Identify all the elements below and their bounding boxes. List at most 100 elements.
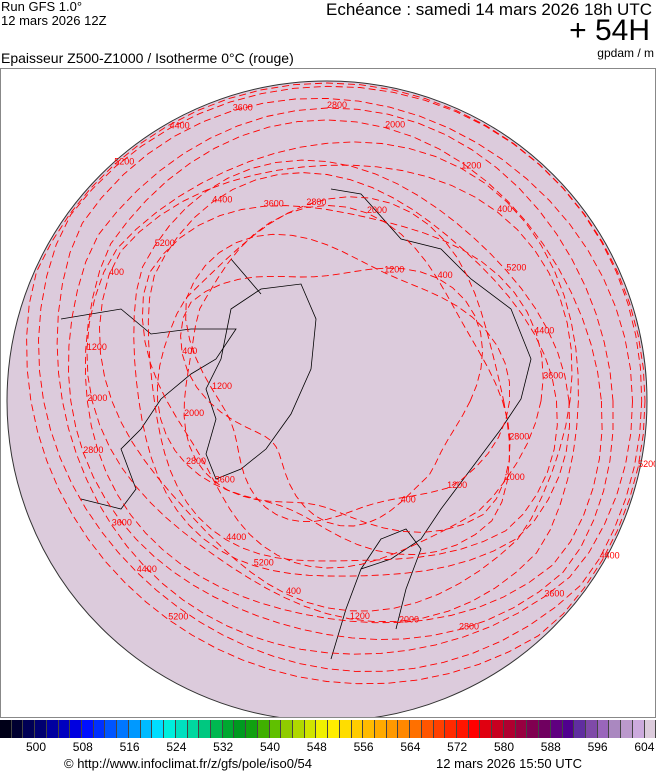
colorbar-cell [375, 720, 387, 738]
coastlines [60, 188, 532, 660]
contour-labels: 5200 5200 5200 4400 4400 4400 3600 3600 3600 2800… [83, 100, 656, 632]
contour-label: 2000 [87, 393, 107, 403]
colorbar-cell [621, 720, 633, 738]
colorbar-tick: 596 [587, 740, 608, 754]
alaska-border [230, 258, 262, 295]
eurasia-coast [330, 188, 532, 660]
colorbar-cell [117, 720, 129, 738]
contour-label: 4400 [170, 120, 190, 130]
colorbar-cell [351, 720, 364, 738]
colorbar-tick: 604 [634, 740, 655, 754]
contour-label: 3600 [264, 198, 284, 208]
contour-label: 5200 [155, 238, 175, 248]
contour-label: 5200 [114, 157, 134, 167]
colorbar-cell [539, 720, 551, 738]
isotherm-contour [141, 205, 544, 569]
colorbar-cell [164, 720, 176, 738]
run-info: Run GFS 1.0° 12 mars 2026 12Z [1, 0, 107, 28]
colorbar-cell [234, 720, 247, 738]
contour-label: 2800 [509, 432, 529, 442]
contour-label: 1200 [447, 480, 467, 490]
canada-coast [60, 308, 237, 510]
polar-map: 5200 5200 5200 4400 4400 4400 3600 3600 3600 2800… [6, 80, 656, 722]
colorbar-tick: 524 [166, 740, 187, 754]
contour-label: 5200 [506, 263, 526, 273]
isotherm-contour [68, 107, 614, 640]
colorbar-cell [152, 720, 165, 738]
colorbar-cell [105, 720, 118, 738]
isotherm-contour [185, 233, 511, 523]
colorbar-cell [492, 720, 504, 738]
colorbar-cell [386, 720, 399, 738]
isotherm-contour [56, 97, 633, 655]
contour-label: 3600 [233, 103, 253, 113]
isotherm-contour [99, 164, 573, 612]
source-credit: © http://www.infoclimat.fr/z/gfs/pole/is… [64, 756, 313, 771]
colorbar-cell [11, 720, 24, 738]
colorbar-cell [128, 720, 141, 738]
isotherm-contour [183, 204, 511, 533]
contour-label: 5200 [254, 558, 274, 568]
colorbar-cell [457, 720, 469, 738]
isotherm-contour [86, 141, 579, 623]
colorbar-cell [175, 720, 188, 738]
colorbar-cell [304, 720, 317, 738]
contour-label: 3600 [543, 370, 563, 380]
isotherm-contour [180, 267, 484, 527]
colorbar-tick: 564 [400, 740, 421, 754]
run-date: 12 mars 2026 12Z [1, 13, 107, 28]
colorbar-tick: 548 [306, 740, 327, 754]
contour-label: 4400 [534, 326, 554, 336]
colorbar-tick: 540 [259, 740, 281, 754]
colorbar-cell [562, 720, 575, 738]
contour-label: 4400 [137, 564, 157, 574]
colorbar-tick: 572 [447, 740, 468, 754]
colorbar-cell [609, 720, 622, 738]
colorbar-cell [246, 720, 258, 738]
colorbar-cell [632, 720, 645, 738]
isotherm-contour [38, 85, 643, 672]
contour-label: 4400 [226, 532, 246, 542]
colorbar-cell [503, 720, 516, 738]
colorbar-cell [140, 720, 153, 738]
colorbar-cell [70, 720, 83, 738]
contour-label: 3600 [112, 517, 132, 527]
colorbar-cell [550, 720, 563, 738]
colorbar-cell [468, 720, 481, 738]
colorbar-cell [527, 720, 540, 738]
colorbar-cell [292, 720, 305, 738]
colorbar-cell [35, 720, 47, 738]
colorbar-cell [644, 720, 656, 738]
forecast-valid-time: Echéance : samedi 14 mars 2026 18h UTC [325, 0, 652, 19]
isotherm-contour [157, 196, 510, 556]
run-model: Run GFS 1.0° [1, 0, 83, 14]
contour-label: 2000 [399, 615, 419, 625]
colorbar-cell [363, 720, 375, 738]
colorbar-cell [398, 720, 411, 738]
colorbar-tick: 508 [72, 740, 93, 754]
map-title: Epaisseur Z500-Z1000 / Isotherme 0°C (ro… [1, 50, 294, 66]
contour-label: 2000 [385, 120, 405, 130]
contour-label: 5200 [638, 459, 655, 469]
contour-label: 3600 [544, 589, 564, 599]
greenland-coast [205, 283, 317, 480]
colorbar-cell [597, 720, 610, 738]
contour-label: 400 [497, 204, 512, 214]
isotherm-contour [84, 119, 603, 624]
contour-label: 400 [182, 346, 197, 356]
colorbar-cell [585, 720, 598, 738]
colorbar-cell [0, 720, 12, 738]
contour-label: 2800 [306, 197, 326, 207]
colorbar-cell [222, 720, 235, 738]
colorbar-cell [480, 720, 493, 738]
contour-label: 2000 [505, 472, 525, 482]
contour-label: 2000 [184, 408, 204, 418]
contour-label: 400 [286, 586, 301, 596]
unit-label: gpdam / m [597, 46, 654, 60]
colorbar-cell [187, 720, 200, 738]
isotherm-contour [147, 172, 558, 562]
contour-label: 400 [401, 494, 416, 504]
colorbar-cell [515, 720, 528, 738]
contour-label: 400 [109, 267, 124, 277]
contour-label: 1200 [384, 265, 404, 275]
